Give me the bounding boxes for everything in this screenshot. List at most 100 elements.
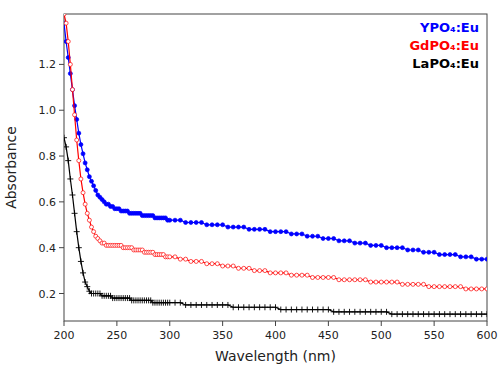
point xyxy=(173,255,177,259)
chart: 2002503003504004505005506000.20.40.60.81… xyxy=(0,0,501,371)
point xyxy=(83,161,87,165)
y-tick xyxy=(59,247,64,248)
point xyxy=(70,88,74,92)
point xyxy=(279,271,283,275)
point xyxy=(67,176,73,182)
point xyxy=(204,302,210,308)
point xyxy=(231,225,235,229)
point xyxy=(257,304,263,310)
series-line xyxy=(64,23,487,259)
point xyxy=(459,255,463,259)
point xyxy=(480,257,484,261)
point xyxy=(437,253,441,257)
point xyxy=(385,280,389,284)
point xyxy=(337,239,341,243)
point xyxy=(353,278,357,282)
point xyxy=(357,309,363,315)
point xyxy=(373,309,379,315)
point xyxy=(73,113,77,117)
point xyxy=(362,309,368,315)
point xyxy=(76,245,82,251)
point xyxy=(246,304,252,310)
x-tick xyxy=(222,321,223,326)
point xyxy=(437,285,441,289)
x-tick-label: 450 xyxy=(318,329,339,342)
point xyxy=(74,229,80,235)
point xyxy=(369,243,373,247)
point xyxy=(300,232,304,236)
point xyxy=(194,259,198,263)
y-tick xyxy=(59,156,64,157)
point xyxy=(236,225,240,229)
point xyxy=(283,307,289,313)
y-tick-label: 0.6 xyxy=(39,196,57,209)
point xyxy=(274,271,278,275)
point xyxy=(89,225,93,229)
point xyxy=(411,282,415,286)
y-tick xyxy=(59,64,64,65)
point xyxy=(464,255,468,259)
point xyxy=(252,269,256,273)
point xyxy=(379,280,383,284)
series-line xyxy=(64,14,487,289)
point xyxy=(341,309,347,315)
point xyxy=(221,264,225,268)
point xyxy=(305,273,309,277)
point xyxy=(321,237,325,241)
x-tick xyxy=(64,321,65,326)
x-tick-label: 250 xyxy=(106,329,127,342)
point xyxy=(262,304,268,310)
point xyxy=(263,227,267,231)
point xyxy=(279,230,283,234)
point xyxy=(480,287,484,291)
point xyxy=(94,188,98,192)
point xyxy=(247,227,251,231)
point xyxy=(189,259,193,263)
point xyxy=(177,300,183,306)
point xyxy=(85,168,89,172)
point xyxy=(416,282,420,286)
point xyxy=(368,309,374,315)
point xyxy=(172,300,178,306)
point xyxy=(342,278,346,282)
point xyxy=(295,273,299,277)
point xyxy=(79,177,83,181)
point xyxy=(395,246,399,250)
point xyxy=(347,309,353,315)
point xyxy=(484,311,487,317)
x-tick-label: 600 xyxy=(477,329,498,342)
x-tick-label: 550 xyxy=(424,329,445,342)
point xyxy=(452,311,458,317)
point xyxy=(210,223,214,227)
point xyxy=(77,131,81,135)
point xyxy=(390,280,394,284)
point xyxy=(278,307,284,313)
point xyxy=(331,309,337,315)
point xyxy=(406,282,410,286)
point xyxy=(411,248,415,252)
point xyxy=(390,246,394,250)
point xyxy=(369,280,373,284)
y-tick-label: 0.2 xyxy=(39,288,57,301)
point xyxy=(78,258,84,264)
point xyxy=(325,307,331,313)
point xyxy=(81,191,85,195)
point xyxy=(321,275,325,279)
point xyxy=(320,307,326,313)
point xyxy=(268,271,272,275)
point xyxy=(400,246,404,250)
point xyxy=(236,266,240,270)
point xyxy=(311,234,315,238)
point xyxy=(289,232,293,236)
point xyxy=(75,138,79,142)
point xyxy=(294,307,300,313)
point xyxy=(241,304,247,310)
x-tick xyxy=(116,321,117,326)
point xyxy=(189,220,193,224)
legend: YPO₄:EuGdPO₄:EuLaPO₄:Eu xyxy=(409,20,479,71)
point xyxy=(66,39,70,43)
point xyxy=(230,304,236,310)
point xyxy=(395,280,399,284)
point xyxy=(64,135,67,141)
point xyxy=(311,275,315,279)
